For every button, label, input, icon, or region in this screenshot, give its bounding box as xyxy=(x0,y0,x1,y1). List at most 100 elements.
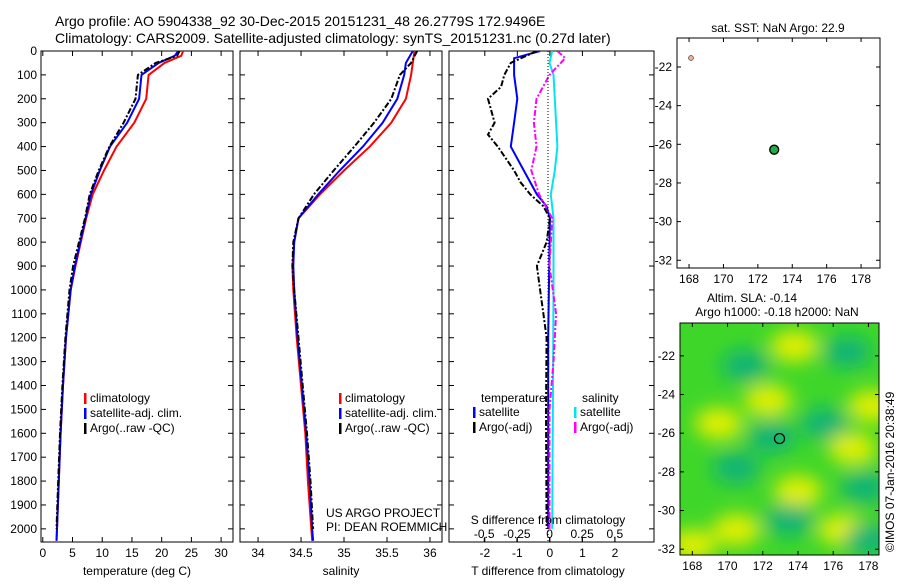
y-tick-label: 1000 xyxy=(10,283,37,297)
sla-map-panel: 168 170 172 174 176 178 -22 -24 -26 -28 -30 -32 xyxy=(658,322,880,573)
lon-tick-label: 178 xyxy=(851,272,871,286)
copyright-text: ©IMOS 07-Jan-2016 20:38:49 xyxy=(883,391,897,552)
x-tick-label: 1 xyxy=(579,546,586,560)
legend-swatch-satellite xyxy=(84,408,87,419)
x-tick-label: 35 xyxy=(337,546,351,560)
lat-tick-label: -28 xyxy=(658,465,676,479)
x-tick-label: 15 xyxy=(125,546,139,560)
x-tick-label: 34.5 xyxy=(289,546,313,560)
lat-tick-label: -24 xyxy=(658,388,676,402)
x2-tick-label: 0.5 xyxy=(606,527,623,541)
difference-panel: -2 -1 0 1 2 -0.5 -0.25 0 0.25 0.5 temperature salin… xyxy=(448,50,655,560)
float-marker xyxy=(769,144,780,155)
lon-tick-label: 172 xyxy=(753,559,773,573)
y-tick-label: 1600 xyxy=(10,426,37,440)
y-tick-label: 200 xyxy=(17,92,37,106)
lat-tick-label: -32 xyxy=(655,253,673,267)
sla-blob-sla_yellow xyxy=(680,529,717,555)
lat-tick-label: -26 xyxy=(655,137,673,151)
series-line-argo-raw-qc- xyxy=(55,51,181,529)
series-line-t-argo-adj- xyxy=(486,51,551,529)
x-tick-label: -1 xyxy=(512,546,523,560)
series-line-s-argo-adj- xyxy=(530,51,567,529)
sla-blob-sla_yellow xyxy=(773,475,822,508)
y-tick-label: 800 xyxy=(17,235,37,249)
sla-blob-sla_yellow xyxy=(770,330,819,363)
lat-tick-label: -32 xyxy=(658,542,676,556)
y-tick-label: 900 xyxy=(17,259,37,273)
legend-header-salinity: salinity xyxy=(582,391,619,405)
sla-blob-sla_teal xyxy=(765,504,814,537)
y-tick-label: 1200 xyxy=(10,331,37,345)
sst-map-title: sat. SST: NaN Argo: 22.9 xyxy=(711,21,845,35)
x2-tick-label: -0.5 xyxy=(474,527,495,541)
legend-header-temperature: temperature xyxy=(481,391,546,405)
sla-blob-sla_yellow xyxy=(694,407,743,440)
sla-blob-sla_teal xyxy=(721,349,770,382)
series-line-argo-raw-qc- xyxy=(291,51,418,529)
x2-tick-label: 0 xyxy=(546,527,553,541)
legend-label: Argo(-adj) xyxy=(580,420,633,434)
legend-swatch-sal_satellite xyxy=(574,407,577,418)
legend-label: satellite xyxy=(580,405,621,419)
sla-blob-sla_yellow xyxy=(847,390,879,423)
sla-blob-sla_teal xyxy=(800,407,849,440)
series-line-t-satellite xyxy=(509,51,551,529)
temperature-xlabel: temperature (deg C) xyxy=(83,564,191,578)
x-tick-label: 0 xyxy=(547,546,554,560)
x-tick-label: 30 xyxy=(214,546,228,560)
legend-swatch-satellite xyxy=(473,407,476,418)
lat-tick-label: -28 xyxy=(655,176,673,190)
sla-blob-sla_teal xyxy=(747,421,796,454)
x-tick-label: 34 xyxy=(251,546,265,560)
lat-tick-label: -24 xyxy=(655,99,673,113)
legend-swatch-argo xyxy=(473,422,476,433)
salinity-xlabel: salinity xyxy=(323,564,360,578)
sla-blob-sla_teal xyxy=(712,452,761,484)
t-diff-xlabel: T difference from climatology xyxy=(471,564,625,578)
legend-label: Argo(..raw -QC) xyxy=(90,421,175,435)
x-tick-label: 2 xyxy=(612,546,619,560)
plot-frame xyxy=(239,50,443,543)
legend-label: Argo(-adj) xyxy=(479,420,532,434)
y-tick-label: 100 xyxy=(17,68,37,82)
y-tick-label: 300 xyxy=(17,116,37,130)
legend-label: climatology xyxy=(345,391,405,405)
legend-swatch-argo xyxy=(84,423,87,434)
s-diff-xlabel: S difference from climatology xyxy=(471,513,626,527)
y-tick-label: 1100 xyxy=(11,307,37,321)
x-tick-label: 35.5 xyxy=(375,546,399,560)
project-annotation: US ARGO PROJECT xyxy=(326,506,441,520)
lon-tick-label: 178 xyxy=(858,559,878,573)
legend-label: climatology xyxy=(90,391,150,405)
y-tick-label: 500 xyxy=(17,163,37,177)
x-tick-label: 0 xyxy=(39,546,46,560)
plot-frame xyxy=(448,50,655,543)
figure-title-line1: Argo profile: AO 5904338_92 30-Dec-2015 … xyxy=(55,13,545,29)
y-tick-label: 600 xyxy=(17,187,37,201)
y-tick-label: 1800 xyxy=(10,474,37,488)
legend-swatch-satellite xyxy=(339,408,342,419)
legend-swatch-climatology xyxy=(339,393,342,404)
x-tick-label: 10 xyxy=(96,546,110,560)
island-marker xyxy=(688,55,694,61)
sla-blob-sla_yellow xyxy=(712,513,761,546)
sla-blob-sla_teal xyxy=(823,336,872,368)
x2-tick-label: 0.25 xyxy=(571,527,595,541)
y-tick-label: 400 xyxy=(17,140,37,154)
sla-blob-sla_teal xyxy=(840,471,879,504)
sla-field xyxy=(680,330,879,555)
legend-label: Argo(..raw -QC) xyxy=(345,421,430,435)
y-tick-label: 1400 xyxy=(10,379,37,393)
lat-tick-label: -30 xyxy=(655,215,673,229)
sst-map-panel: 168 170 172 174 176 178 -22 -24 -26 -28 -30 -32 xyxy=(655,37,881,286)
series-group xyxy=(55,51,185,541)
pi-annotation: PI: DEAN ROEMMICH xyxy=(326,520,447,534)
map-background xyxy=(677,38,880,268)
y-tick-label: 1300 xyxy=(10,355,37,369)
legend-swatch-climatology xyxy=(84,393,87,404)
lon-tick-label: 174 xyxy=(788,559,808,573)
sla-blob-sla_yellow xyxy=(744,384,793,417)
lat-tick-label: -22 xyxy=(655,60,673,74)
